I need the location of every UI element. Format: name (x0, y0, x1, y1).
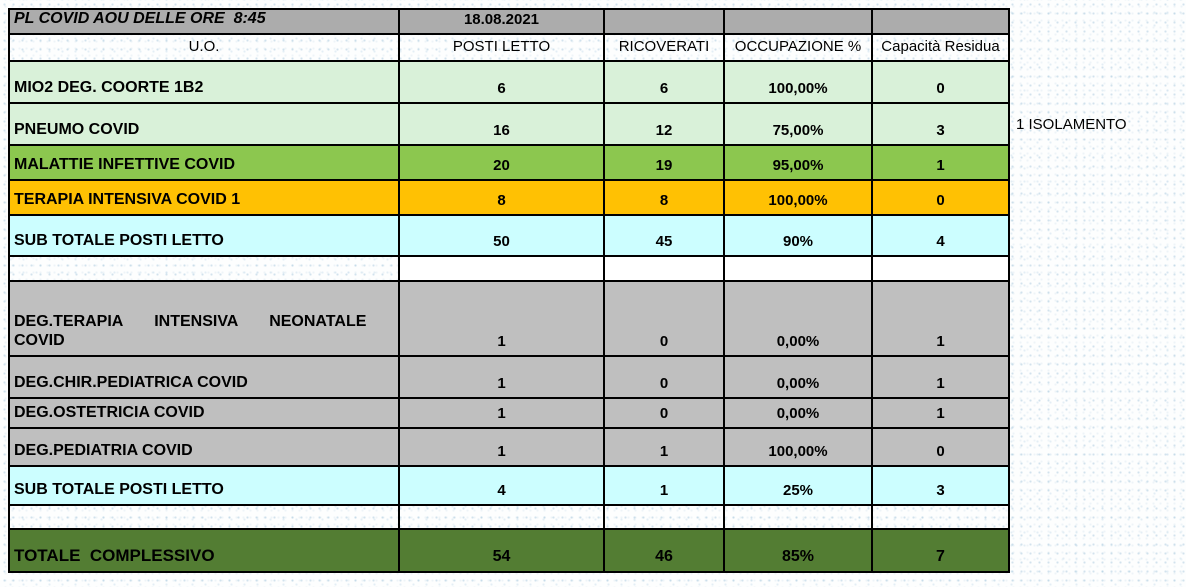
row-malattie-infettive-covid: MALATTIE INFETTIVE COVID 20 19 95,00% 1 (8, 144, 1010, 181)
row-deg-terapia-intensiva-neonatale-covid: DEG.TERAPIA INTENSIVA NEONATALE COVID 1 … (8, 280, 1010, 357)
cell-capacita-residua[interactable]: 1 (871, 280, 1010, 357)
cell-ricoverati[interactable]: 0 (603, 397, 725, 429)
cell-posti-letto[interactable]: 20 (398, 144, 605, 181)
empty-cell[interactable] (871, 255, 1010, 282)
empty-cell[interactable] (723, 504, 873, 530)
cell-uo-label[interactable]: SUB TOTALE POSTI LETTO (8, 214, 400, 257)
empty-background-cell (8, 504, 400, 530)
cell-capacita-residua[interactable]: 7 (871, 528, 1010, 573)
empty-cell[interactable] (398, 504, 605, 530)
cell-occupazione[interactable]: 95,00% (723, 144, 873, 181)
row-sub-totale-posti-letto-2: SUB TOTALE POSTI LETTO 4 1 25% 3 (8, 465, 1010, 506)
cell-posti-letto[interactable]: 16 (398, 102, 605, 146)
empty-cell[interactable] (871, 504, 1010, 530)
cell-capacita-residua[interactable]: 0 (871, 179, 1010, 216)
row-pneumo-covid: PNEUMO COVID 16 12 75,00% 3 (8, 102, 1010, 146)
cell-ricoverati[interactable]: 1 (603, 427, 725, 467)
cell-capacita-residua[interactable]: 0 (871, 60, 1010, 104)
spacer-row (8, 504, 1010, 530)
row-sub-totale-posti-letto-1: SUB TOTALE POSTI LETTO 50 45 90% 4 (8, 214, 1010, 257)
cell-ricoverati[interactable]: 0 (603, 355, 725, 399)
cell-ricoverati[interactable]: 1 (603, 465, 725, 506)
empty-title-cell[interactable] (871, 8, 1010, 35)
cell-occupazione[interactable]: 100,00% (723, 179, 873, 216)
cell-posti-letto[interactable]: 54 (398, 528, 605, 573)
cell-occupazione[interactable]: 85% (723, 528, 873, 573)
empty-cell[interactable] (398, 255, 605, 282)
cell-capacita-residua[interactable]: 1 (871, 144, 1010, 181)
cell-ricoverati[interactable]: 12 (603, 102, 725, 146)
empty-title-cell[interactable] (723, 8, 873, 35)
column-header-row: U.O. POSTI LETTO RICOVERATI OCCUPAZIONE … (8, 33, 1010, 62)
cell-posti-letto[interactable]: 1 (398, 427, 605, 467)
empty-background-cell (8, 255, 400, 282)
cell-capacita-residua[interactable]: 0 (871, 427, 1010, 467)
col-header-ricoverati[interactable]: RICOVERATI (603, 33, 725, 62)
row-totale-complessivo: TOTALE COMPLESSIVO 54 46 85% 7 (8, 528, 1010, 573)
cell-occupazione[interactable]: 100,00% (723, 427, 873, 467)
cell-occupazione[interactable]: 0,00% (723, 397, 873, 429)
cell-capacita-residua[interactable]: 1 (871, 397, 1010, 429)
cell-ricoverati[interactable]: 6 (603, 60, 725, 104)
cell-posti-letto[interactable]: 4 (398, 465, 605, 506)
cell-capacita-residua[interactable]: 4 (871, 214, 1010, 257)
cell-ricoverati[interactable]: 46 (603, 528, 725, 573)
cell-posti-letto[interactable]: 50 (398, 214, 605, 257)
cell-ricoverati[interactable]: 45 (603, 214, 725, 257)
cell-uo-label[interactable]: TOTALE COMPLESSIVO (8, 528, 400, 573)
date-cell[interactable]: 18.08.2021 (398, 8, 605, 35)
cell-uo-label[interactable]: DEG.CHIR.PEDIATRICA COVID (8, 355, 400, 399)
cell-ricoverati[interactable]: 8 (603, 179, 725, 216)
cell-uo-label[interactable]: TERAPIA INTENSIVA COVID 1 (8, 179, 400, 216)
covid-beds-table: PL COVID AOU DELLE ORE 8:45 18.08.2021 U… (8, 8, 1010, 573)
cell-uo-label[interactable]: SUB TOTALE POSTI LETTO (8, 465, 400, 506)
cell-occupazione[interactable]: 25% (723, 465, 873, 506)
sheet-title-cell[interactable]: PL COVID AOU DELLE ORE 8:45 (8, 8, 400, 35)
cell-uo-label[interactable]: DEG.PEDIATRIA COVID (8, 427, 400, 467)
row-deg-pediatria-covid: DEG.PEDIATRIA COVID 1 1 100,00% 0 (8, 427, 1010, 467)
cell-occupazione[interactable]: 100,00% (723, 60, 873, 104)
cell-uo-label[interactable]: MALATTIE INFETTIVE COVID (8, 144, 400, 181)
cell-occupazione[interactable]: 0,00% (723, 355, 873, 399)
cell-posti-letto[interactable]: 8 (398, 179, 605, 216)
row-deg-ostetricia-covid: DEG.OSTETRICIA COVID 1 0 0,00% 1 (8, 397, 1010, 429)
spacer-row (8, 255, 1010, 282)
col-header-capacita-residua[interactable]: Capacità Residua (871, 33, 1010, 62)
cell-uo-label[interactable]: DEG.TERAPIA INTENSIVA NEONATALE COVID (8, 280, 400, 357)
cell-occupazione[interactable]: 75,00% (723, 102, 873, 146)
empty-title-cell[interactable] (603, 8, 725, 35)
cell-uo-label[interactable]: DEG.OSTETRICIA COVID (8, 397, 400, 429)
cell-capacita-residua[interactable]: 3 (871, 465, 1010, 506)
row-deg-chir-pediatrica-covid: DEG.CHIR.PEDIATRICA COVID 1 0 0,00% 1 (8, 355, 1010, 399)
cell-occupazione[interactable]: 0,00% (723, 280, 873, 357)
cell-ricoverati[interactable]: 19 (603, 144, 725, 181)
cell-uo-label[interactable]: MIO2 DEG. COORTE 1B2 (8, 60, 400, 104)
empty-cell[interactable] (603, 255, 725, 282)
row-mio2-deg-coorte-1b2: MIO2 DEG. COORTE 1B2 6 6 100,00% 0 (8, 60, 1010, 104)
cell-posti-letto[interactable]: 1 (398, 280, 605, 357)
isolamento-note[interactable]: 1 ISOLAMENTO (1016, 116, 1127, 133)
cell-occupazione[interactable]: 90% (723, 214, 873, 257)
cell-posti-letto[interactable]: 6 (398, 60, 605, 104)
row-terapia-intensiva-covid-1: TERAPIA INTENSIVA COVID 1 8 8 100,00% 0 (8, 179, 1010, 216)
col-header-occupazione[interactable]: OCCUPAZIONE % (723, 33, 873, 62)
cell-posti-letto[interactable]: 1 (398, 397, 605, 429)
cell-posti-letto[interactable]: 1 (398, 355, 605, 399)
cell-capacita-residua[interactable]: 3 (871, 102, 1010, 146)
cell-capacita-residua[interactable]: 1 (871, 355, 1010, 399)
cell-ricoverati[interactable]: 0 (603, 280, 725, 357)
col-header-uo[interactable]: U.O. (8, 33, 400, 62)
title-row: PL COVID AOU DELLE ORE 8:45 18.08.2021 (8, 8, 1010, 35)
col-header-posti-letto[interactable]: POSTI LETTO (398, 33, 605, 62)
empty-cell[interactable] (603, 504, 725, 530)
empty-cell[interactable] (723, 255, 873, 282)
cell-uo-label[interactable]: PNEUMO COVID (8, 102, 400, 146)
